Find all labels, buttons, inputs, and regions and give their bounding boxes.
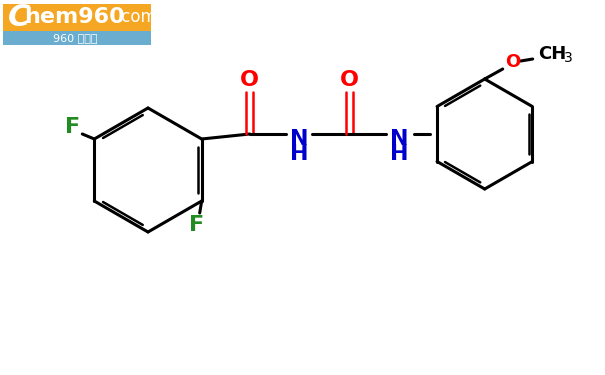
- Text: O: O: [340, 70, 359, 90]
- Text: F: F: [65, 117, 80, 137]
- Text: H: H: [390, 144, 409, 164]
- Text: 3: 3: [564, 51, 573, 65]
- Text: O: O: [505, 53, 520, 71]
- Text: H: H: [290, 144, 309, 164]
- FancyBboxPatch shape: [3, 31, 151, 45]
- Text: .com: .com: [116, 8, 157, 26]
- Text: N: N: [390, 129, 409, 149]
- Text: F: F: [189, 215, 204, 235]
- Text: hem960: hem960: [24, 7, 125, 27]
- Text: 960 化工网: 960 化工网: [53, 33, 97, 43]
- Text: N: N: [290, 129, 309, 149]
- Text: CH: CH: [538, 45, 567, 63]
- FancyBboxPatch shape: [3, 4, 151, 32]
- Text: C: C: [8, 3, 30, 32]
- Text: O: O: [240, 70, 259, 90]
